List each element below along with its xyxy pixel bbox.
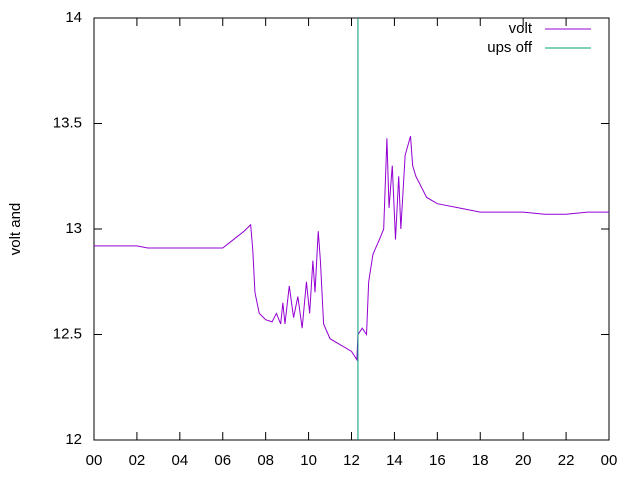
x-tick-label: 00 xyxy=(601,452,618,469)
x-tick-label: 18 xyxy=(472,452,489,469)
y-tick-label: 12 xyxy=(65,431,82,448)
y-tick-label: 13.5 xyxy=(53,114,82,131)
series-line xyxy=(94,136,609,362)
plot-border xyxy=(93,17,610,441)
x-tick-label: 10 xyxy=(300,452,317,469)
x-tick-label: 14 xyxy=(386,452,403,469)
x-tick-label: 02 xyxy=(129,452,146,469)
y-tick-label: 14 xyxy=(65,9,82,26)
y-tick-label: 12.5 xyxy=(53,325,82,342)
x-tick-label: 20 xyxy=(515,452,532,469)
legend-label: ups off xyxy=(487,39,533,56)
x-tick-label: 08 xyxy=(257,452,274,469)
x-tick-label: 16 xyxy=(429,452,446,469)
x-tick-label: 22 xyxy=(558,452,575,469)
x-tick-label: 00 xyxy=(86,452,103,469)
y-tick-label: 13 xyxy=(65,220,82,237)
legend-label: volt xyxy=(509,20,533,37)
x-tick-label: 04 xyxy=(171,452,188,469)
x-tick-label: 12 xyxy=(343,452,360,469)
y-axis-label: volt and xyxy=(7,203,24,256)
x-tick-label: 06 xyxy=(214,452,231,469)
